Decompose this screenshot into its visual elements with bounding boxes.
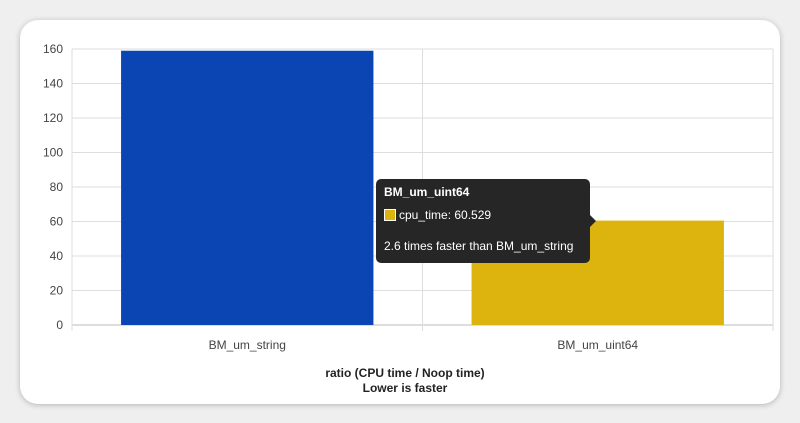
y-tick-label: 20 xyxy=(50,284,64,298)
tooltip-value-row: cpu_time: 60.529 xyxy=(384,208,582,222)
x-category-label: BM_um_uint64 xyxy=(557,338,638,352)
x-axis-title: ratio (CPU time / Noop time) xyxy=(325,366,484,380)
tooltip-value: cpu_time: 60.529 xyxy=(399,208,492,222)
y-tick-label: 40 xyxy=(50,249,64,263)
y-tick-label: 120 xyxy=(43,111,63,125)
x-category-label: BM_um_string xyxy=(209,338,286,352)
bar-tooltip: BM_um_uint64 cpu_time: 60.529 2.6 times … xyxy=(376,179,596,263)
bar-bm-um-string[interactable] xyxy=(121,50,374,325)
tooltip-comparison: 2.6 times faster than BM_um_string xyxy=(384,239,574,253)
y-tick-label: 160 xyxy=(43,42,63,56)
tooltip-title: BM_um_uint64 xyxy=(384,185,470,199)
series-color-swatch xyxy=(384,209,396,221)
y-tick-label: 140 xyxy=(43,77,63,91)
y-axis-ticks: 0 20 40 60 80 100 120 140 160 xyxy=(43,42,63,332)
bars[interactable] xyxy=(121,50,724,325)
x-axis-labels: BM_um_string BM_um_uint64 xyxy=(209,338,639,352)
y-tick-label: 100 xyxy=(43,146,63,160)
y-tick-label: 0 xyxy=(56,318,63,332)
y-tick-label: 80 xyxy=(50,180,64,194)
x-axis-subtitle: Lower is faster xyxy=(363,381,448,395)
y-tick-label: 60 xyxy=(50,215,64,229)
